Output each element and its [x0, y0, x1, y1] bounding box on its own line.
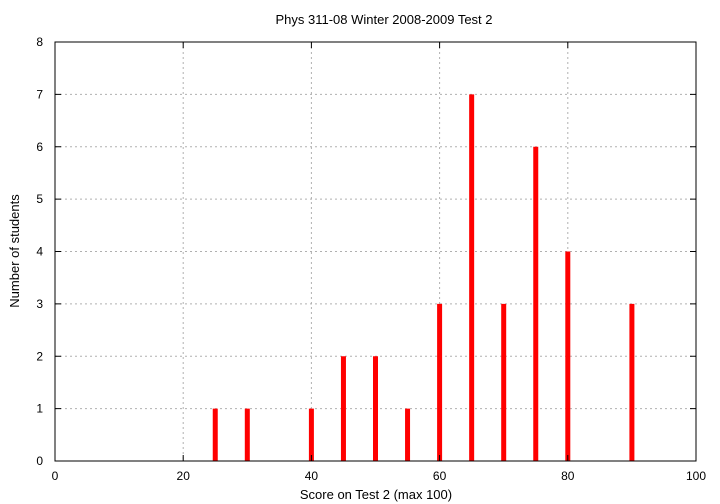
- x-axis-label: Score on Test 2 (max 100): [300, 487, 452, 502]
- x-tick-label: 80: [561, 469, 575, 483]
- x-tick-label: 0: [52, 469, 59, 483]
- x-tick-label: 40: [305, 469, 319, 483]
- bar-score-45: [340, 356, 346, 461]
- bar-score-65: [469, 94, 475, 461]
- y-tick-label: 7: [36, 87, 43, 101]
- bar-score-75: [533, 146, 539, 461]
- bars: [212, 94, 635, 461]
- chart-title: Phys 311-08 Winter 2008-2009 Test 2: [275, 12, 492, 27]
- bar-score-40: [308, 408, 314, 461]
- y-axis-label: Number of students: [7, 194, 22, 308]
- y-tick-label: 1: [36, 402, 43, 416]
- y-tick-label: 2: [36, 349, 43, 363]
- bar-score-60: [437, 303, 443, 461]
- bar-score-90: [629, 303, 635, 461]
- bar-score-55: [405, 408, 411, 461]
- y-tick-label: 8: [36, 35, 43, 49]
- bar-score-70: [501, 303, 507, 461]
- axis-ticks: 0 20 40 60 80 100 0 1 2 3 4 5 6 7 8: [36, 35, 706, 483]
- y-tick-label: 3: [36, 297, 43, 311]
- bar-score-80: [565, 251, 571, 461]
- y-tick-label: 5: [36, 192, 43, 206]
- y-tick-label: 6: [36, 140, 43, 154]
- x-tick-label: 100: [686, 469, 706, 483]
- x-tick-label: 20: [177, 469, 191, 483]
- bar-score-25: [212, 408, 218, 461]
- bar-score-50: [373, 356, 378, 461]
- y-tick-label: 0: [36, 454, 43, 468]
- bar-score-30: [244, 408, 250, 461]
- x-tick-label: 60: [433, 469, 447, 483]
- y-tick-label: 4: [36, 245, 43, 259]
